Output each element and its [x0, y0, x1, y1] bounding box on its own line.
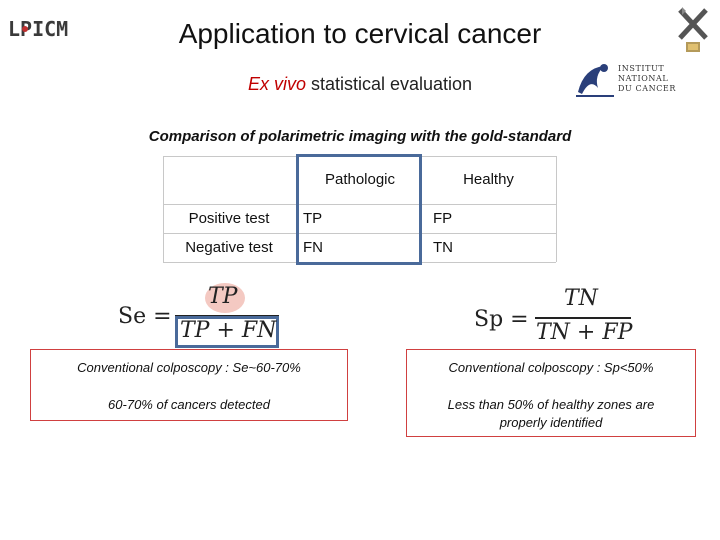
section-heading: Comparison of polarimetric imaging with … [148, 128, 572, 145]
cell-fp: FP [433, 210, 453, 227]
row-label-positive: Positive test [188, 210, 270, 227]
pathologic-column-highlight [296, 154, 422, 265]
lpicm-logo-text: LPICM [8, 17, 68, 41]
polytechnique-logo [672, 4, 714, 56]
specificity-note-box [406, 349, 696, 437]
se-numerator-highlight [205, 283, 245, 313]
se-denominator-highlight [175, 316, 279, 348]
sp-numerator: TN [564, 286, 598, 311]
specificity-note-title: Conventional colposcopy : Sp<50% [448, 360, 654, 375]
sensitivity-note-box [30, 349, 348, 421]
sp-denominator: TN + FP [536, 320, 633, 345]
table-left-line [163, 156, 164, 262]
subtitle-emphasis: Ex vivo [247, 74, 306, 94]
sensitivity-note-body: 60-70% of cancers detected [108, 397, 270, 412]
slide-subtitle: Ex vivo statistical evaluation [0, 74, 720, 95]
header-pathologic: Pathologic [324, 171, 396, 188]
specificity-note-body-1: Less than 50% of healthy zones are [447, 397, 655, 412]
se-lhs: Se = [118, 304, 172, 329]
slide-title: Application to cervical cancer [178, 18, 542, 49]
inca-line-1: INSTITUT [618, 64, 665, 73]
lpicm-logo: LPICM [8, 14, 74, 42]
inca-line-2: NATIONAL [618, 74, 669, 83]
sp-fraction-bar [535, 317, 631, 319]
se-denominator: TP + FN [180, 318, 277, 343]
row-label-negative: Negative test [185, 239, 273, 256]
cell-fn: FN [303, 239, 323, 256]
cell-tp: TP [303, 210, 323, 227]
table-row-line [163, 233, 556, 234]
subtitle-rest: statistical evaluation [305, 74, 473, 94]
sensitivity-note-title: Conventional colposcopy : Se~60-70% [77, 360, 301, 375]
sp-lhs: Sp = [474, 307, 529, 332]
cell-tn: TN [433, 239, 453, 256]
header-healthy: Healthy [463, 171, 514, 188]
inca-line-3: DU CANCER [618, 84, 676, 93]
inca-logo: INSTITUT NATIONAL DU CANCER [574, 58, 704, 100]
table-right-line [556, 156, 557, 262]
se-numerator: TP [208, 284, 238, 309]
specificity-note-body-2: properly identified [499, 415, 603, 430]
table-header-line [163, 204, 556, 205]
